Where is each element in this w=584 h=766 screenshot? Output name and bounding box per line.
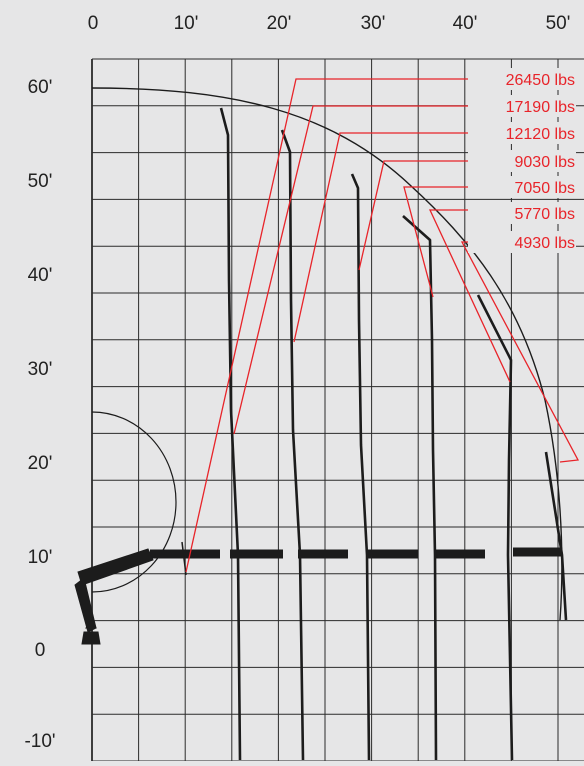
load-curve-17190 xyxy=(280,129,305,761)
load-curves xyxy=(219,107,568,761)
x-tick-label: 10' xyxy=(174,13,199,34)
y-tick-label: 10' xyxy=(28,547,53,568)
load-curve-7050 xyxy=(476,294,514,761)
load-label: 26450 lbs xyxy=(506,72,575,89)
load-label-bg xyxy=(468,150,576,172)
y-tick-label: 60' xyxy=(28,77,53,98)
leader-lines xyxy=(185,78,580,573)
y-axis-ticks: 60' 50' 40' 30' 20' 10' 0 -10' xyxy=(24,77,55,752)
load-label: 12120 lbs xyxy=(506,126,575,143)
load-label-bg xyxy=(468,231,576,253)
leader-12120 xyxy=(293,132,470,343)
x-tick-label: 50' xyxy=(546,13,571,34)
x-tick-label: 20' xyxy=(267,13,292,34)
leader-5770 xyxy=(428,209,511,383)
load-label-bg xyxy=(468,176,576,198)
load-label: 5770 lbs xyxy=(515,206,576,223)
y-tick-label: 0 xyxy=(35,640,46,661)
min-reach-arc xyxy=(91,411,177,593)
leader-26450 xyxy=(185,78,470,573)
load-label-bg xyxy=(468,122,576,144)
leader-9030 xyxy=(358,160,470,271)
load-label-bg xyxy=(468,68,576,90)
leader-7050 xyxy=(403,186,470,298)
load-label: 4930 lbs xyxy=(515,235,576,252)
load-labels: 26450 lbs 17190 lbs 12120 lbs 9030 lbs 7… xyxy=(468,68,576,253)
leader-4930 xyxy=(460,241,580,463)
load-curve-26450 xyxy=(219,107,242,761)
y-tick-label: 20' xyxy=(28,453,53,474)
leader-17190 xyxy=(233,105,470,435)
load-curve-5770 xyxy=(544,451,568,621)
x-tick-label: 30' xyxy=(361,13,386,34)
load-curve-9030 xyxy=(402,215,438,761)
crane-silhouette xyxy=(74,548,154,645)
x-tick-label: 0 xyxy=(88,13,99,34)
boom-tip-tick xyxy=(181,541,187,576)
x-tick-label: 40' xyxy=(453,13,478,34)
load-label: 7050 lbs xyxy=(515,180,576,197)
load-label: 17190 lbs xyxy=(506,99,575,116)
y-tick-label: 30' xyxy=(28,359,53,380)
load-label-bg xyxy=(468,95,576,117)
load-curve-12120 xyxy=(350,173,371,761)
load-label: 9030 lbs xyxy=(515,154,576,171)
y-tick-label: 50' xyxy=(28,171,53,192)
boom-dash-line xyxy=(150,547,562,559)
load-label-bg xyxy=(468,202,576,224)
y-tick-label: -10' xyxy=(24,731,55,752)
x-axis-ticks: 0 10' 20' 30' 40' 50' xyxy=(88,13,571,34)
y-tick-label: 40' xyxy=(28,265,53,286)
